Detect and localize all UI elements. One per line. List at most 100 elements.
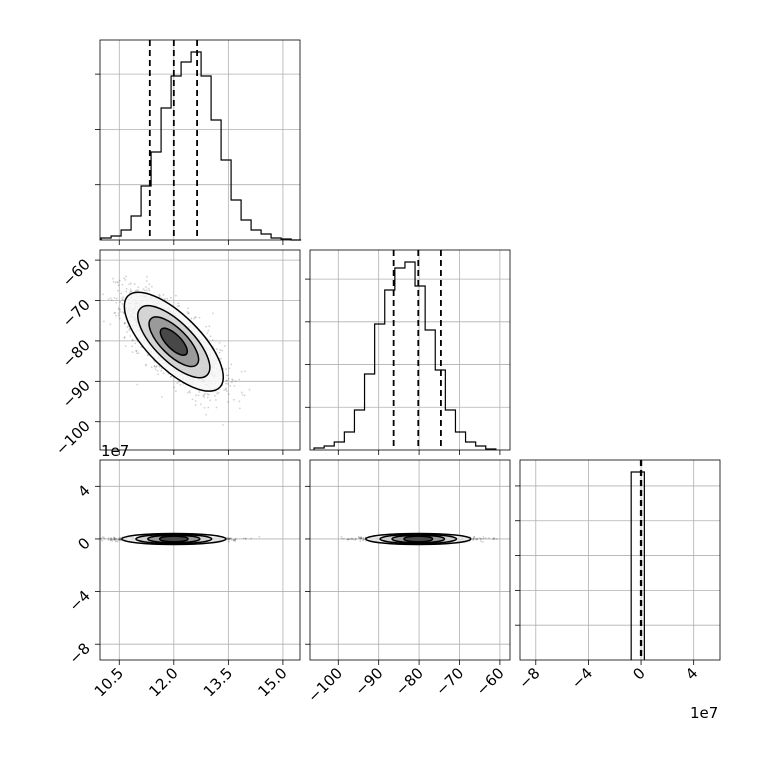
scatter-point (145, 280, 148, 282)
scatter-point (107, 537, 110, 540)
scatter-point (134, 342, 137, 345)
scatter-point (188, 390, 191, 393)
scatter-point (110, 299, 113, 302)
scatter-point (234, 537, 237, 540)
scatter-point (123, 336, 126, 339)
scatter-point (129, 288, 132, 291)
scatter-point (135, 350, 138, 352)
scatter-point (119, 300, 122, 303)
scatter-point (170, 296, 172, 299)
scatter-point (134, 290, 137, 292)
scatter-point (140, 346, 143, 348)
scatter-point (115, 537, 118, 540)
scatter-point (232, 539, 235, 542)
scatter-point (359, 540, 362, 542)
scatter-point (123, 321, 126, 324)
scatter-point (142, 288, 145, 291)
scatter-point (164, 297, 166, 300)
scatter-point (177, 302, 180, 305)
scatter-point (216, 348, 218, 351)
scatter-point (158, 365, 161, 368)
scatter-point (122, 296, 125, 299)
scatter-point (121, 283, 124, 286)
scatter-point (146, 354, 149, 357)
scatter-point (119, 311, 122, 313)
scatter-point (101, 536, 104, 539)
scatter-point (131, 351, 134, 354)
contour-1-0-2 (148, 316, 200, 368)
scatter-point (143, 289, 146, 292)
scatter-point (122, 311, 125, 313)
scatter-point (219, 349, 222, 351)
scatter-point (121, 298, 123, 300)
scatter-point (153, 365, 156, 368)
scatter-point (113, 536, 115, 539)
scatter-point (225, 379, 228, 382)
scatter-point (199, 403, 202, 406)
scatter-point (232, 398, 235, 401)
scatter-point (117, 314, 120, 317)
scatter-point (221, 424, 224, 426)
scatter-point (195, 316, 197, 319)
scatter-point (230, 538, 233, 541)
plot-marks (100, 40, 645, 660)
scatter-point (132, 339, 134, 342)
scatter-point (173, 386, 175, 389)
scatter-point (186, 391, 189, 394)
scatter-point (198, 316, 201, 319)
scatter-point (119, 537, 122, 540)
scatter-point (227, 374, 230, 377)
scatter-point (207, 406, 210, 409)
scatter-point (218, 341, 221, 344)
scatter-point (341, 537, 343, 540)
scatter-point (342, 538, 345, 540)
scatter-point (197, 394, 200, 397)
scatter-point (153, 365, 156, 368)
scatter-point (194, 404, 197, 406)
scatter-point (128, 283, 131, 286)
scatter-point (187, 312, 190, 315)
contour-1-0-1 (137, 304, 211, 379)
scatter-point (159, 294, 161, 297)
scatter-point (121, 303, 124, 305)
scatter-point (100, 537, 102, 540)
scatter-point (219, 357, 222, 360)
scatter-point (215, 406, 218, 409)
contour-1-0-0 (123, 291, 225, 392)
scatter-point (116, 280, 119, 283)
scatter-point (137, 352, 140, 355)
scatter-point (204, 392, 207, 395)
scatter-point (226, 379, 228, 382)
scatter-point (211, 312, 214, 315)
scatter-point (124, 322, 126, 325)
scatter-point (228, 367, 231, 370)
scatter-point (187, 307, 189, 310)
scatter-point (225, 382, 228, 385)
scatter-point (186, 311, 189, 313)
scatter-point (176, 382, 179, 384)
scatter-point (243, 370, 246, 373)
scatter-point (130, 290, 132, 292)
scatter-point (233, 385, 236, 387)
scatter-point (178, 304, 181, 307)
scatter-point (160, 395, 163, 398)
scatter-point (209, 399, 212, 402)
scatter-point (100, 537, 103, 540)
scatter-point (258, 535, 261, 538)
scatter-point (150, 285, 153, 288)
scatter-point (179, 383, 182, 386)
scatter-point (202, 394, 205, 397)
scatter-point (117, 308, 120, 311)
scatter-point (207, 393, 210, 396)
scatter-point (206, 332, 209, 335)
scatter-point (145, 364, 148, 367)
scatter-point (113, 539, 116, 541)
scatter-point (226, 538, 229, 540)
scatter-point (206, 393, 209, 396)
scatter-point (117, 312, 120, 315)
scatter-point (194, 316, 196, 319)
scatter-point (135, 352, 138, 355)
scatter-point (156, 369, 159, 372)
scatter-point (218, 351, 221, 354)
